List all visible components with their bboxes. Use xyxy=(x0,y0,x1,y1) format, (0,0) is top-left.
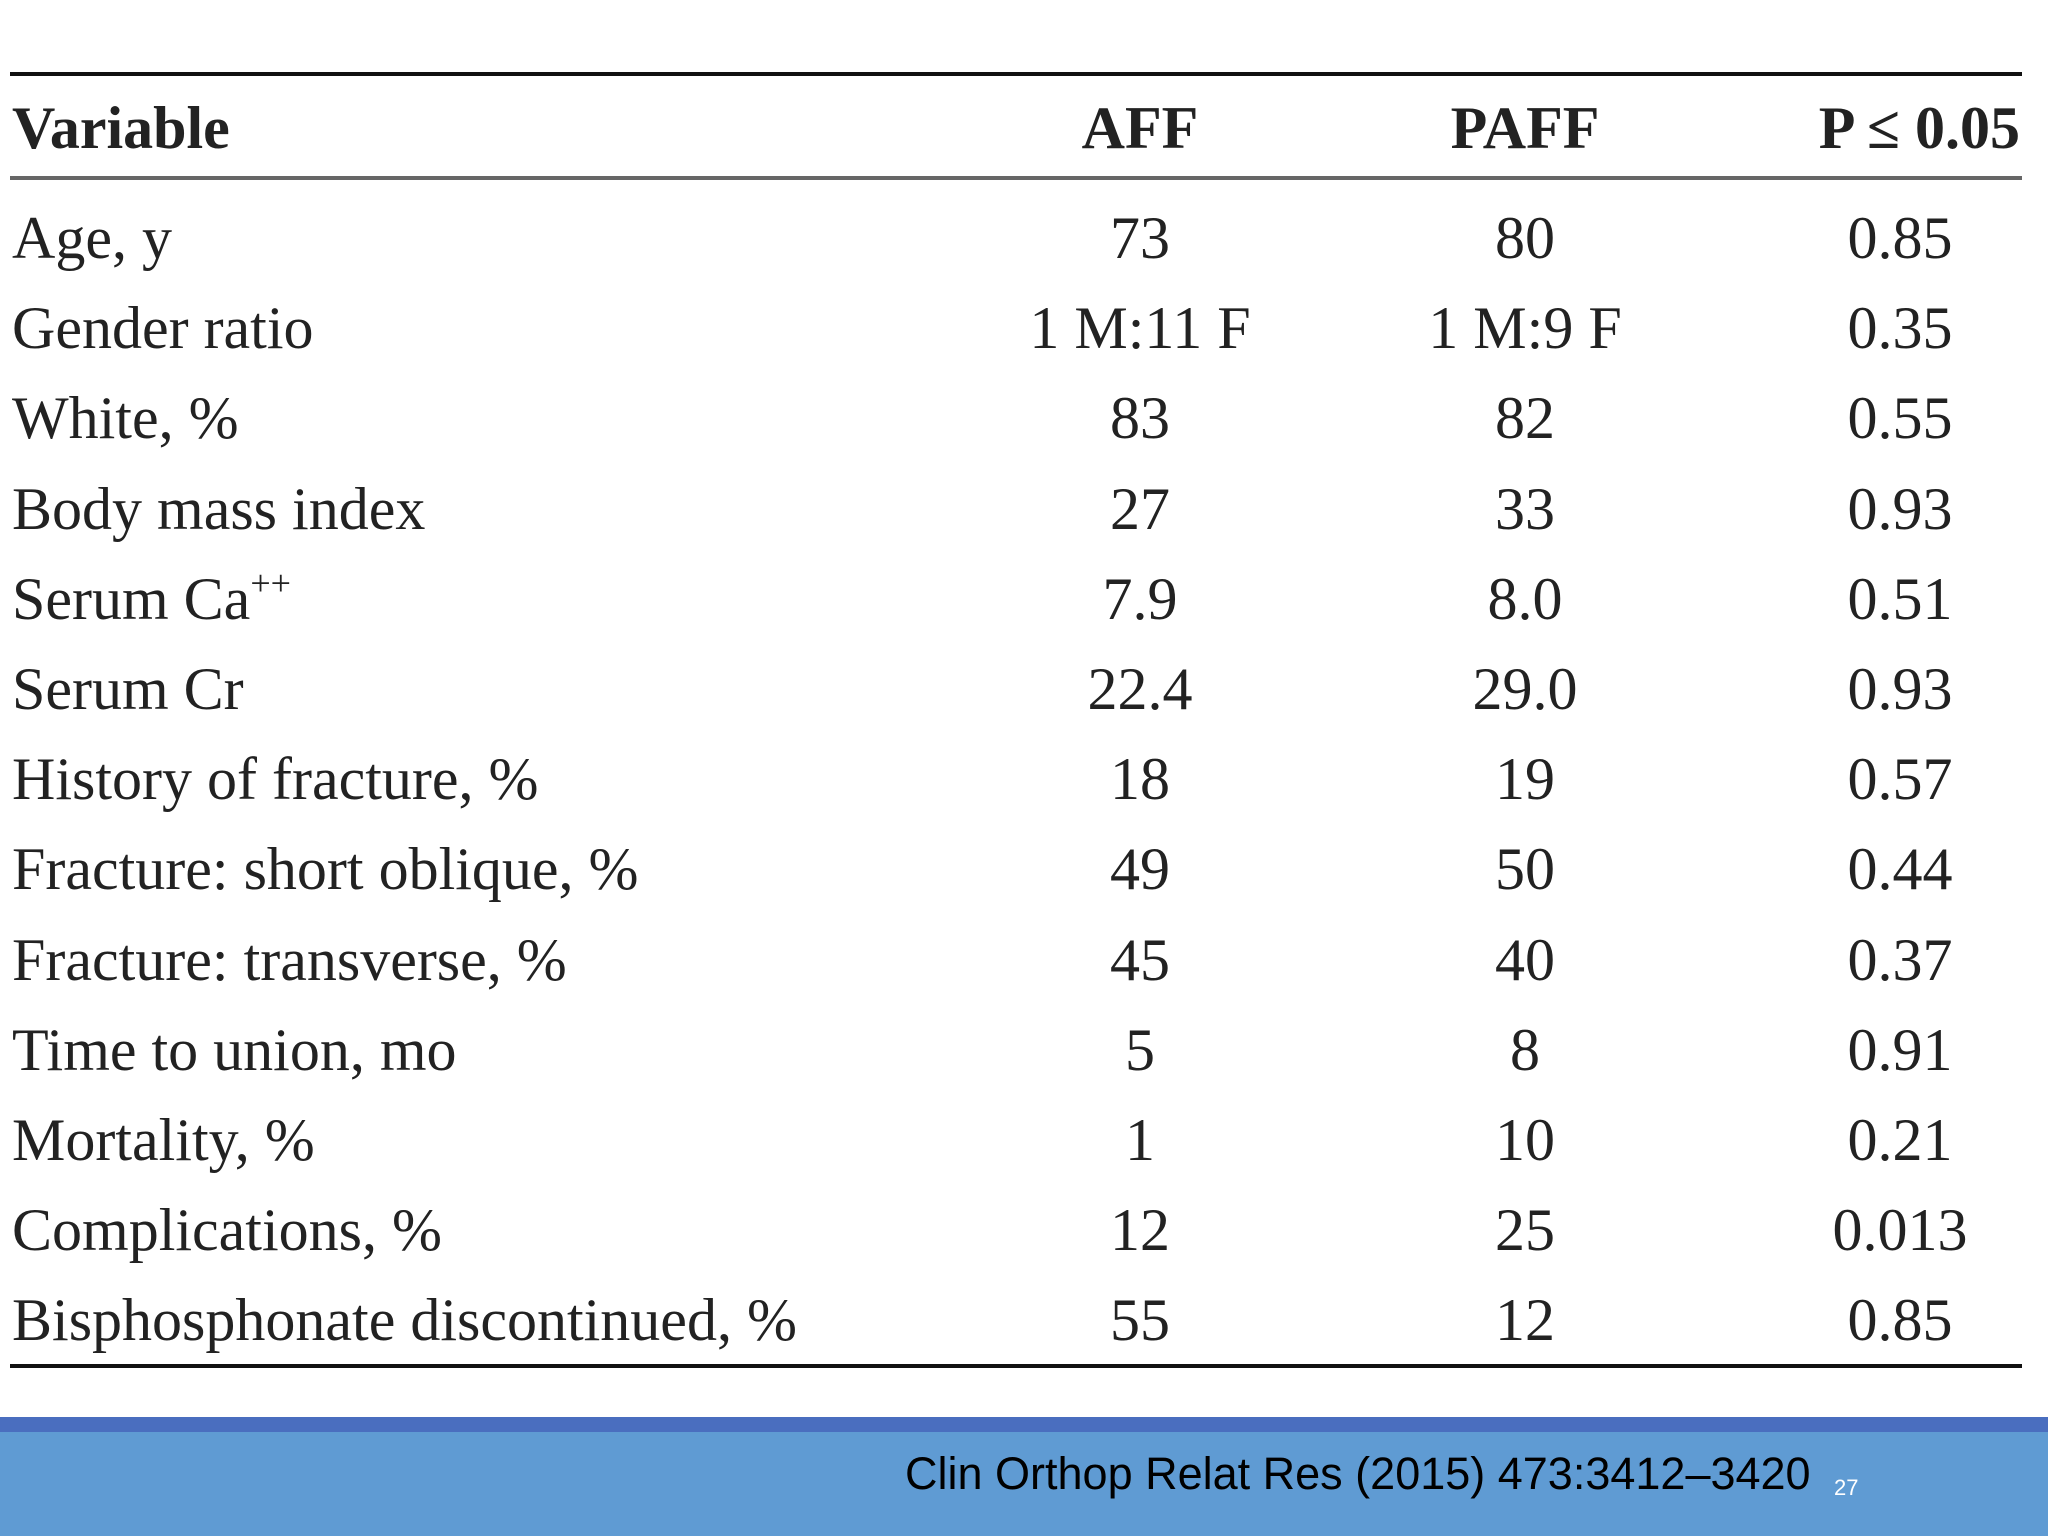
header-cell: Variable xyxy=(12,95,230,161)
cell: Mortality, % xyxy=(12,1107,315,1173)
cell: 0.57 xyxy=(1847,746,1953,813)
bottom-rule xyxy=(10,1364,2022,1368)
cell: Complications, % xyxy=(12,1197,442,1264)
cell: 0.21 xyxy=(1847,1107,1953,1173)
cell: 45 xyxy=(1110,926,1170,993)
header-cell: P ≤ 0.05 xyxy=(1818,95,2020,161)
top-rule xyxy=(10,72,2022,76)
cell: 0.44 xyxy=(1847,836,1953,903)
cell: 80 xyxy=(1495,205,1555,271)
cell: 40 xyxy=(1495,926,1555,993)
cell: 18 xyxy=(1110,746,1170,813)
cell: 0.55 xyxy=(1847,385,1953,452)
cell: Serum Cr xyxy=(12,656,244,722)
footer-stripe xyxy=(0,1417,2048,1432)
cell: 29.0 xyxy=(1472,656,1578,722)
cell: 12 xyxy=(1495,1287,1555,1354)
cell: 27 xyxy=(1110,475,1170,542)
cell: Age, y xyxy=(12,205,172,271)
cell: 0.93 xyxy=(1847,656,1953,722)
cell: Bisphosphonate discontinued, % xyxy=(12,1287,797,1354)
cell: 8.0 xyxy=(1487,565,1563,632)
header-cell: AFF xyxy=(1081,95,1199,161)
cell: 0.35 xyxy=(1847,295,1953,362)
cell: 1 xyxy=(1125,1107,1155,1173)
cell: 12 xyxy=(1110,1197,1170,1264)
cell: 10 xyxy=(1495,1107,1555,1173)
header-rule xyxy=(10,176,2022,180)
cell: 1 M:9 F xyxy=(1428,295,1622,362)
citation: Clin Orthop Relat Res (2015) 473:3412–34… xyxy=(905,1448,1811,1499)
cell: 0.85 xyxy=(1847,205,1953,271)
cell: 8 xyxy=(1510,1016,1540,1083)
slide-number: 27 xyxy=(1834,1475,1859,1500)
superscript: ++ xyxy=(250,562,291,603)
cell: 5 xyxy=(1125,1016,1155,1083)
cell-text: Serum Ca xyxy=(12,565,251,632)
cell: 25 xyxy=(1495,1197,1555,1264)
cell: History of fracture, % xyxy=(12,746,539,813)
cell: White, % xyxy=(12,385,239,452)
cell: 1 M:11 F xyxy=(1029,295,1251,362)
cell: Body mass index xyxy=(12,475,426,542)
cell: Gender ratio xyxy=(12,295,314,362)
header-cell: PAFF xyxy=(1450,95,1600,161)
cell: 0.91 xyxy=(1847,1016,1953,1083)
cell: 50 xyxy=(1495,836,1555,903)
cell: 0.013 xyxy=(1832,1197,1968,1264)
cell: 22.4 xyxy=(1087,656,1193,722)
cell: 0.93 xyxy=(1847,475,1953,542)
cell: 49 xyxy=(1110,836,1170,903)
footer-band xyxy=(0,1432,2048,1536)
cell: 82 xyxy=(1495,385,1555,452)
cell: 0.51 xyxy=(1847,565,1953,632)
cell: 33 xyxy=(1495,475,1555,542)
cell: 55 xyxy=(1110,1287,1170,1354)
cell: 83 xyxy=(1110,385,1170,452)
cell: Serum Ca++ xyxy=(12,564,291,634)
cell: Time to union, mo xyxy=(12,1016,457,1083)
cell: Fracture: short oblique, % xyxy=(12,836,639,903)
cell: Fracture: transverse, % xyxy=(12,926,567,993)
cell: 19 xyxy=(1495,746,1555,813)
cell: 0.37 xyxy=(1847,926,1953,993)
cell: 0.85 xyxy=(1847,1287,1953,1354)
cell: 73 xyxy=(1110,205,1170,271)
cell: 7.9 xyxy=(1102,565,1178,632)
